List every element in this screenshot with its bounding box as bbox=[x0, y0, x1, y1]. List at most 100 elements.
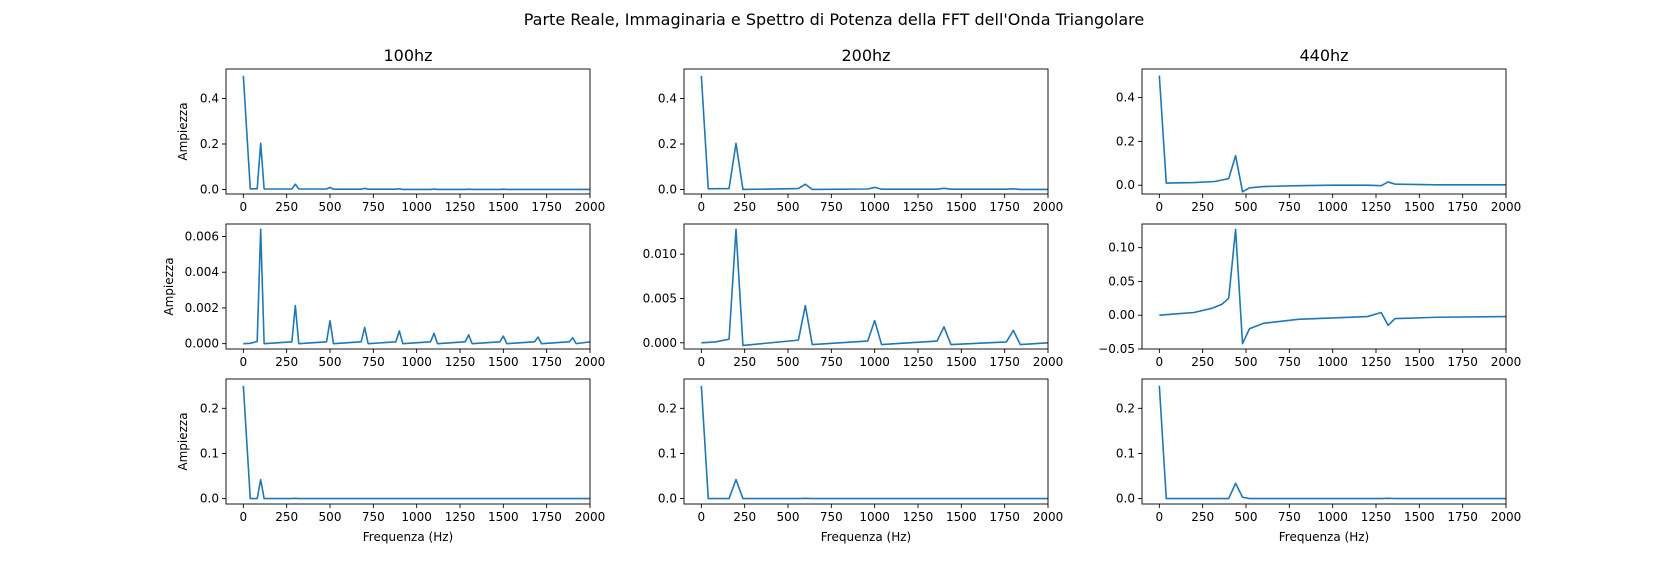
series-line bbox=[242, 385, 590, 500]
y-tick-label: 0.0 bbox=[1116, 492, 1135, 506]
x-tick-label: 1500 bbox=[488, 355, 519, 369]
subplot-r1-c1: 0 250 500 750 1000 1250 1500 1750 2000 0.0 0.2 0.4 1… bbox=[176, 46, 605, 214]
x-tick-label: 0 bbox=[1156, 200, 1164, 214]
axes-frame bbox=[683, 223, 1049, 350]
x-tick-label: 1000 bbox=[859, 510, 890, 524]
series-line bbox=[243, 228, 591, 345]
y-tick-label: 0.05 bbox=[1108, 274, 1135, 288]
y-tick-label: −0.05 bbox=[1098, 342, 1135, 356]
subplot-r2-c1: 0 250 500 750 1000 1250 1500 1750 2000 0.000 0.002… bbox=[162, 223, 606, 369]
y-tick-label: 0.2 bbox=[200, 137, 219, 151]
y-tick-label: 0.1 bbox=[658, 446, 677, 460]
x-tick-label: 1750 bbox=[1447, 355, 1478, 369]
x-tick-label: 750 bbox=[1278, 355, 1301, 369]
x-tick-label: 1000 bbox=[401, 510, 432, 524]
subplot-title: 200hz bbox=[841, 46, 890, 65]
x-tick-label: 1000 bbox=[1317, 510, 1348, 524]
x-tick-label: 0 bbox=[698, 355, 706, 369]
x-tick-label: 250 bbox=[1191, 200, 1214, 214]
y-tick-label: 0.000 bbox=[185, 337, 219, 351]
x-tick-label: 250 bbox=[1191, 355, 1214, 369]
x-tick-label: 250 bbox=[275, 510, 298, 524]
x-tick-label: 2000 bbox=[575, 355, 606, 369]
x-tick-label: 500 bbox=[319, 200, 342, 214]
x-tick-label: 1250 bbox=[1361, 510, 1392, 524]
series-line bbox=[1158, 385, 1506, 500]
x-tick-label: 1000 bbox=[859, 200, 890, 214]
y-tick-label: 0.0 bbox=[200, 182, 219, 196]
y-tick-label: 0.1 bbox=[1116, 446, 1135, 460]
y-tick-label: 0.0 bbox=[658, 182, 677, 196]
x-tick-label: 2000 bbox=[1033, 510, 1064, 524]
y-tick-label: 0.10 bbox=[1108, 241, 1135, 255]
x-tick-label: 750 bbox=[820, 355, 843, 369]
series-line bbox=[701, 228, 1049, 347]
series-line bbox=[700, 385, 1048, 500]
x-tick-label: 1500 bbox=[946, 355, 977, 369]
x-tick-label: 500 bbox=[1235, 200, 1258, 214]
x-tick-label: 1000 bbox=[401, 355, 432, 369]
x-tick-label: 0 bbox=[240, 355, 248, 369]
y-tick-label: 0.004 bbox=[185, 265, 219, 279]
x-tick-label: 250 bbox=[1191, 510, 1214, 524]
x-tick-label: 750 bbox=[1278, 510, 1301, 524]
y-tick-label: 0.2 bbox=[658, 401, 677, 415]
y-axis-label: Ampiezza bbox=[176, 412, 190, 470]
axes-frame bbox=[1141, 68, 1507, 195]
x-tick-label: 1500 bbox=[1404, 355, 1435, 369]
x-tick-label: 1750 bbox=[989, 200, 1020, 214]
x-tick-label: 1500 bbox=[488, 510, 519, 524]
y-tick-label: 0.2 bbox=[1116, 401, 1135, 415]
x-tick-label: 2000 bbox=[1491, 355, 1522, 369]
x-tick-label: 0 bbox=[240, 510, 248, 524]
y-axis-label: Ampiezza bbox=[162, 257, 176, 315]
x-tick-label: 1000 bbox=[401, 200, 432, 214]
x-tick-label: 1500 bbox=[946, 200, 977, 214]
subplot-r2-c3: 0 250 500 750 1000 1250 1500 1750 2000 −0.05 0.00 0… bbox=[1098, 223, 1522, 369]
x-tick-label: 1500 bbox=[1404, 510, 1435, 524]
x-tick-label: 1500 bbox=[946, 510, 977, 524]
x-tick-label: 750 bbox=[820, 510, 843, 524]
x-tick-label: 250 bbox=[733, 355, 756, 369]
x-tick-label: 1250 bbox=[445, 200, 476, 214]
subplot-r3-c2: 0 250 500 750 1000 1250 1500 1750 2000 0.0 0.1 0.2 F… bbox=[658, 378, 1064, 544]
x-tick-label: 2000 bbox=[575, 510, 606, 524]
axes-frame bbox=[225, 378, 591, 505]
x-tick-label: 1000 bbox=[1317, 200, 1348, 214]
x-tick-label: 1500 bbox=[488, 200, 519, 214]
x-tick-label: 1750 bbox=[1447, 510, 1478, 524]
x-tick-label: 1750 bbox=[989, 510, 1020, 524]
y-axis-label: Ampiezza bbox=[176, 102, 190, 160]
x-tick-label: 1750 bbox=[1447, 200, 1478, 214]
y-tick-label: 0.002 bbox=[185, 301, 219, 315]
x-tick-label: 0 bbox=[240, 200, 248, 214]
x-tick-label: 500 bbox=[777, 200, 800, 214]
subplot-r1-c2: 0 250 500 750 1000 1250 1500 1750 2000 0.0 0.2 0.4 2… bbox=[658, 46, 1063, 214]
y-tick-label: 0.00 bbox=[1108, 308, 1135, 322]
x-tick-label: 500 bbox=[319, 510, 342, 524]
x-tick-label: 0 bbox=[698, 510, 706, 524]
x-tick-label: 1250 bbox=[903, 200, 934, 214]
x-tick-label: 500 bbox=[1235, 510, 1258, 524]
x-tick-label: 0 bbox=[1156, 510, 1164, 524]
x-tick-label: 2000 bbox=[1033, 355, 1064, 369]
x-tick-label: 250 bbox=[733, 200, 756, 214]
x-tick-label: 2000 bbox=[1491, 510, 1522, 524]
x-tick-label: 1750 bbox=[531, 510, 562, 524]
x-tick-label: 750 bbox=[362, 510, 385, 524]
y-tick-label: 0.006 bbox=[185, 230, 219, 244]
series-line bbox=[1158, 75, 1506, 193]
subplot-title: 100hz bbox=[383, 46, 432, 65]
x-tick-label: 750 bbox=[820, 200, 843, 214]
x-tick-label: 1750 bbox=[531, 200, 562, 214]
y-tick-label: 0.4 bbox=[1116, 91, 1135, 105]
x-tick-label: 2000 bbox=[1491, 200, 1522, 214]
x-axis-label: Frequenza (Hz) bbox=[1279, 530, 1369, 544]
figure-suptitle: Parte Reale, Immaginaria e Spettro di Po… bbox=[524, 10, 1145, 29]
x-tick-label: 1250 bbox=[903, 510, 934, 524]
y-tick-label: 0.1 bbox=[200, 446, 219, 460]
x-tick-label: 500 bbox=[319, 355, 342, 369]
x-tick-label: 750 bbox=[362, 355, 385, 369]
x-tick-label: 1000 bbox=[859, 355, 890, 369]
y-tick-label: 0.010 bbox=[643, 247, 677, 261]
